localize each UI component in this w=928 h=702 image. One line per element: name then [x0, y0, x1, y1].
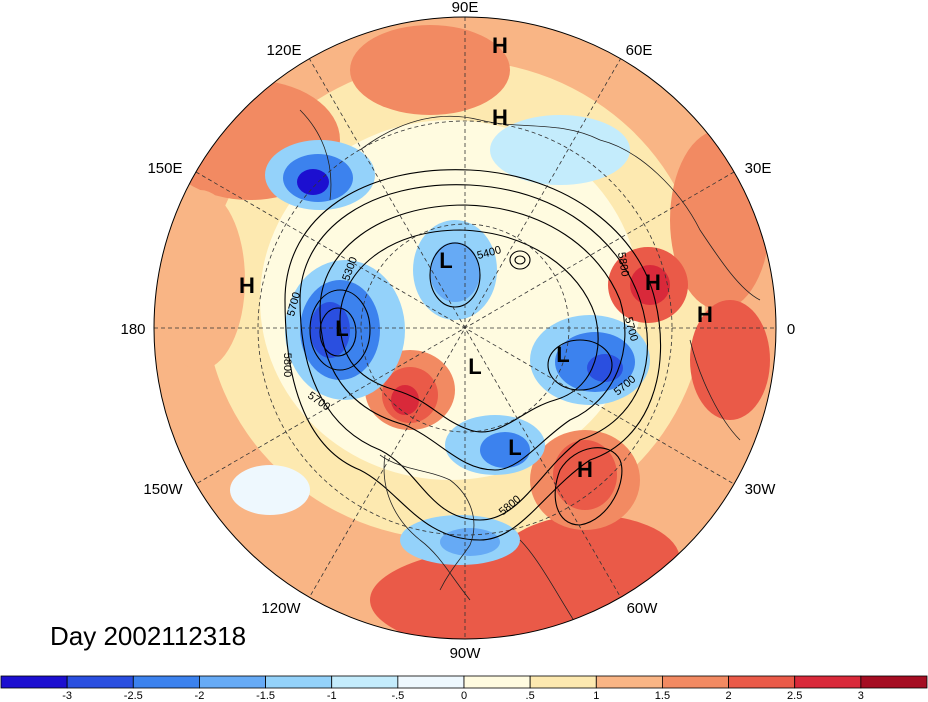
colorbar-swatch	[728, 675, 796, 689]
map-boundary	[153, 16, 777, 640]
low-center: L	[439, 248, 452, 273]
lon-label-60e: 60E	[626, 42, 653, 59]
lon-label-60w: 60W	[627, 600, 659, 617]
colorbar-tick-label: 3	[858, 690, 864, 702]
colorbar: -3 -2.5 -2 -1.5 -1 -.5 0 .5 1 1.5 2 2.5 3	[0, 675, 928, 702]
colorbar-swatch	[66, 675, 134, 689]
colorbar-tick-label: -3	[62, 690, 72, 702]
colorbar-tick-label: -2.5	[124, 690, 143, 702]
colorbar-swatch	[860, 675, 928, 689]
colorbar-swatch	[0, 675, 68, 689]
colorbar-swatch	[132, 675, 200, 689]
high-center: H	[492, 105, 508, 130]
lon-label-120e: 120E	[266, 42, 301, 59]
graticule	[154, 17, 776, 639]
colorbar-swatch	[397, 675, 465, 689]
lon-label-180: 180	[120, 321, 145, 338]
low-center: L	[556, 342, 569, 367]
colorbar-swatch	[595, 675, 663, 689]
lon-label-0: 0	[787, 321, 795, 338]
low-center: L	[508, 435, 521, 460]
colorbar-tick-label: -2	[195, 690, 205, 702]
colorbar-tick-label: -.5	[391, 690, 404, 702]
lon-label-90w: 90W	[450, 645, 482, 662]
colorbar-tick-label: -1.5	[256, 690, 275, 702]
colorbar-swatch	[199, 675, 266, 689]
contour-label: 5800	[615, 251, 631, 277]
colorbar-tick-label: 2	[726, 690, 732, 702]
colorbar-swatch	[794, 675, 862, 689]
colorbar-tick-label: 0	[461, 690, 467, 702]
high-center: H	[492, 33, 508, 58]
high-center: H	[577, 457, 593, 482]
colorbar-swatch	[463, 675, 531, 689]
colorbar-tick-label: 1.5	[655, 690, 670, 702]
high-center: H	[645, 270, 661, 295]
lon-label-30e: 30E	[745, 160, 772, 177]
longitude-labels: 90E 60E 30E 0 30W 60W 90W 120W 150W 180 …	[120, 0, 795, 662]
colorbar-swatch	[662, 675, 729, 689]
colorbar-swatch	[529, 675, 597, 689]
contour-label: 5800	[281, 353, 293, 377]
colorbar-tick-label: 2.5	[787, 690, 802, 702]
anomaly-shading	[154, 17, 776, 639]
high-center: H	[239, 273, 255, 298]
low-center: L	[335, 316, 348, 341]
colorbar-tick-label: 1	[593, 690, 599, 702]
lon-label-150e: 150E	[147, 160, 182, 177]
colorbar-tick-label: -1	[327, 690, 337, 702]
colorbar-tick-label: .5	[526, 690, 535, 702]
low-center: L	[468, 354, 481, 379]
lon-label-150w: 150W	[143, 481, 183, 498]
colorbar-swatch	[265, 675, 333, 689]
high-center: H	[697, 302, 713, 327]
colorbar-swatch	[331, 675, 399, 689]
lon-label-120w: 120W	[261, 600, 301, 617]
day-title: Day 2002112318	[50, 621, 246, 651]
lon-label-90e: 90E	[452, 0, 479, 16]
lon-label-30w: 30W	[745, 481, 777, 498]
height-contours	[284, 169, 662, 541]
pressure-centers: H H H H H H L L L L L	[239, 33, 713, 482]
